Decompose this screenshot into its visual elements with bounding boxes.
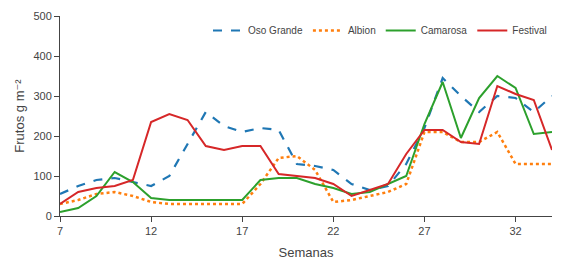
svg-text:400: 400 [33, 50, 51, 62]
svg-text:300: 300 [33, 90, 51, 102]
svg-text:7: 7 [57, 225, 63, 237]
svg-text:200: 200 [33, 130, 51, 142]
svg-text:Semanas: Semanas [279, 245, 334, 260]
svg-text:32: 32 [509, 225, 521, 237]
svg-text:27: 27 [418, 225, 430, 237]
svg-text:12: 12 [145, 225, 157, 237]
svg-text:100: 100 [33, 170, 51, 182]
svg-text:Oso Grande: Oso Grande [248, 25, 303, 36]
svg-text:0: 0 [46, 210, 52, 222]
svg-text:Frutos g m⁻²: Frutos g m⁻² [12, 79, 27, 153]
svg-text:Camarosa: Camarosa [421, 25, 468, 36]
svg-text:500: 500 [33, 10, 51, 22]
svg-text:Albion: Albion [348, 25, 376, 36]
svg-text:Festival: Festival [512, 25, 546, 36]
svg-text:22: 22 [327, 225, 339, 237]
svg-text:17: 17 [236, 225, 248, 237]
